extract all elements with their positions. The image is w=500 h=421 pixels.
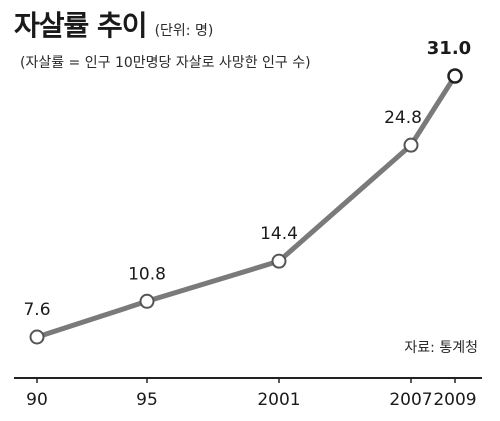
data-point <box>29 329 45 345</box>
data-point <box>271 253 287 269</box>
chart-title: 자살률 추이 <box>14 9 148 42</box>
title-row: 자살률 추이 (단위: 명) <box>14 4 213 44</box>
unit-note: (단위: 명) <box>154 23 214 39</box>
x-tick-label: 95 <box>136 390 158 410</box>
x-tick-label: 2007 <box>389 390 432 410</box>
source-note: 자료: 통계청 <box>404 340 478 356</box>
x-tick-label: 90 <box>26 390 48 410</box>
data-label: 10.8 <box>128 264 166 284</box>
data-point <box>139 293 155 309</box>
data-point <box>403 137 419 153</box>
data-label: 31.0 <box>427 38 471 59</box>
chart-subtitle: (자살률 = 인구 10만명당 자살로 사망한 인구 수) <box>20 55 311 71</box>
x-tick-label: 2009 <box>433 390 476 410</box>
data-point <box>447 68 463 84</box>
data-label: 24.8 <box>384 108 422 128</box>
data-label: 14.4 <box>260 224 298 244</box>
x-tick-label: 2001 <box>257 390 300 410</box>
data-label: 7.6 <box>23 300 50 320</box>
